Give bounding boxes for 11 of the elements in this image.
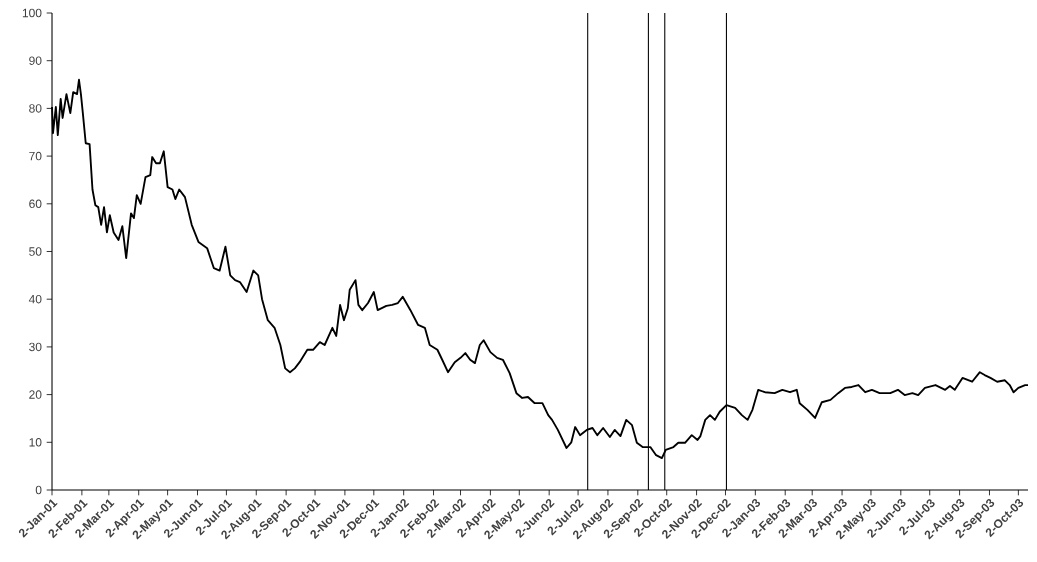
- y-tick-label: 80: [29, 104, 42, 113]
- y-tick-label: 30: [29, 342, 42, 352]
- y-tick-label: 20: [29, 390, 42, 399]
- y-tick-label: 10: [29, 438, 42, 447]
- y-tick-label: 60: [29, 199, 42, 209]
- y-tick-label: 100: [22, 8, 42, 18]
- y-tick-label: 40: [28, 294, 42, 304]
- y-tick-label: 90: [29, 56, 42, 65]
- y-tick-label: 0: [35, 485, 42, 495]
- y-tick-label: 50: [29, 247, 42, 256]
- y-tick-label: 70: [29, 151, 42, 161]
